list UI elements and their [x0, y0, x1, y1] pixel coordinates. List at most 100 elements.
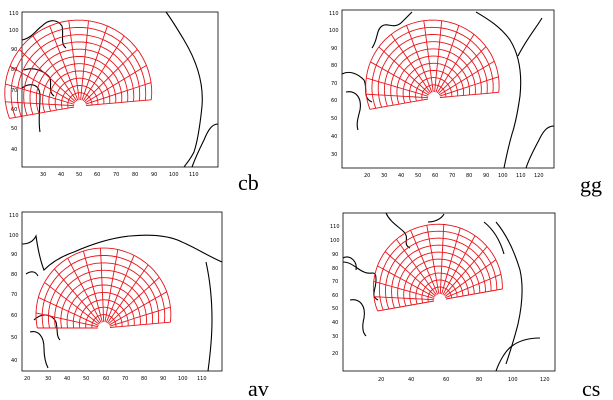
y-tick-label: 70 — [332, 279, 338, 285]
grid-mesh — [4, 19, 153, 119]
y-tick-label: 50 — [11, 335, 17, 341]
grid-spoke — [436, 34, 475, 94]
grid-spoke — [373, 296, 435, 301]
y-tick-label: 110 — [329, 11, 339, 17]
y-tick-labels: 110 100 90 80 70 60 50 40 — [9, 11, 19, 153]
grid-spoke — [439, 224, 445, 295]
x-tick-label: 80 — [476, 377, 482, 383]
y-tick-label: 60 — [11, 107, 17, 113]
grid-arc — [29, 48, 129, 115]
panel-frame — [21, 211, 223, 372]
x-tick-label: 80 — [141, 376, 147, 382]
grid-spoke — [369, 98, 429, 110]
grid-spoke — [396, 239, 437, 296]
grid-spoke — [84, 65, 147, 104]
panel-av: 20 30 40 50 60 70 80 90 100 110 110 100 … — [9, 211, 269, 400]
grid-spoke — [68, 20, 80, 101]
x-tick-label: 30 — [40, 172, 46, 178]
x-tick-label: 80 — [466, 173, 472, 179]
panel-label: cs — [582, 376, 600, 400]
y-tick-label: 50 — [11, 126, 17, 132]
x-tick-label: 30 — [45, 376, 51, 382]
x-tick-label: 20 — [364, 173, 370, 179]
y-tick-label: 80 — [331, 63, 337, 69]
y-tick-label: 110 — [9, 11, 19, 17]
x-tick-label: 60 — [443, 377, 449, 383]
x-tick-label: 60 — [432, 173, 438, 179]
grid-spoke — [5, 101, 75, 107]
x-tick-label: 100 — [508, 377, 518, 383]
x-tick-label: 100 — [498, 173, 508, 179]
panel-frame — [21, 11, 219, 168]
grid-spoke — [81, 25, 108, 101]
grid-mesh — [372, 223, 503, 312]
x-tick-label: 100 — [178, 376, 188, 382]
grid-spoke — [109, 321, 171, 328]
grid-spoke — [373, 280, 435, 299]
x-tick-label: 20 — [24, 376, 30, 382]
x-tick-label: 70 — [122, 376, 128, 382]
y-tick-label: 60 — [11, 313, 17, 319]
y-tick-label: 100 — [9, 233, 19, 239]
x-tick-label: 70 — [113, 172, 119, 178]
grid-spoke — [9, 65, 76, 104]
grid-spoke — [384, 251, 436, 297]
grid-mesh — [365, 19, 500, 110]
panel-label: gg — [580, 172, 602, 197]
y-tick-label: 100 — [330, 238, 340, 244]
grid-spoke — [444, 259, 497, 297]
vocal-tract-outline — [341, 11, 555, 169]
y-tick-label: 40 — [331, 134, 337, 140]
grid-spoke — [80, 20, 89, 101]
x-tick-label: 110 — [189, 172, 199, 178]
x-tick-label: 40 — [398, 173, 404, 179]
x-tick-labels: 20 30 40 50 60 70 80 90 100 110 120 — [364, 173, 544, 179]
grid-spoke — [18, 49, 76, 103]
x-tick-label: 40 — [58, 172, 64, 178]
grid-spoke — [423, 20, 434, 93]
panel-gg: 20 30 40 50 60 70 80 90 100 110 120 110 … — [329, 9, 602, 197]
grid-spoke — [67, 257, 102, 323]
y-tick-label: 60 — [332, 293, 338, 299]
grid-spoke — [442, 235, 476, 295]
panel-frame — [342, 212, 556, 372]
x-tick-labels: 30 40 50 60 70 80 90 100 110 — [40, 172, 199, 178]
y-tick-label: 90 — [332, 252, 338, 258]
x-tick-label: 90 — [483, 173, 489, 179]
grid-spoke — [378, 46, 430, 95]
panel-label: av — [248, 376, 269, 400]
grid-spoke — [9, 106, 75, 119]
grid-spoke — [83, 49, 138, 103]
grid-spoke — [445, 273, 502, 299]
x-tick-label: 110 — [197, 376, 207, 382]
grid-mesh — [35, 247, 172, 329]
y-tick-label: 100 — [9, 28, 19, 34]
grid-spoke — [426, 225, 440, 295]
y-tick-label: 90 — [331, 46, 337, 52]
grid-spoke — [445, 288, 503, 300]
grid-spoke — [38, 296, 99, 326]
x-tick-label: 90 — [160, 376, 166, 382]
y-tick-label: 70 — [11, 88, 17, 94]
x-tick-label: 70 — [449, 173, 455, 179]
panel-cb: 30 40 50 60 70 80 90 100 110 110 100 90 … — [4, 11, 259, 195]
x-tick-label: 50 — [83, 376, 89, 382]
grid-spoke — [82, 35, 125, 102]
x-tick-label: 110 — [516, 173, 526, 179]
y-tick-label: 50 — [331, 116, 337, 122]
vocal-tract-outline — [342, 212, 541, 372]
grid-spoke — [32, 35, 78, 102]
panel-frame — [341, 9, 555, 169]
x-tick-label: 100 — [169, 172, 179, 178]
grid-spoke — [35, 312, 99, 328]
x-tick-labels: 20 30 40 50 60 70 80 90 100 110 — [24, 376, 207, 382]
x-tick-label: 40 — [64, 376, 70, 382]
grid-spoke — [370, 61, 430, 96]
y-tick-labels: 110 100 90 80 70 60 50 40 — [9, 213, 19, 364]
grid-spoke — [439, 76, 499, 97]
y-tick-label: 30 — [332, 334, 338, 340]
grid-spoke — [100, 248, 105, 323]
grid-spoke — [107, 264, 149, 324]
grid-arc — [383, 41, 482, 107]
grid-spoke — [49, 25, 79, 101]
